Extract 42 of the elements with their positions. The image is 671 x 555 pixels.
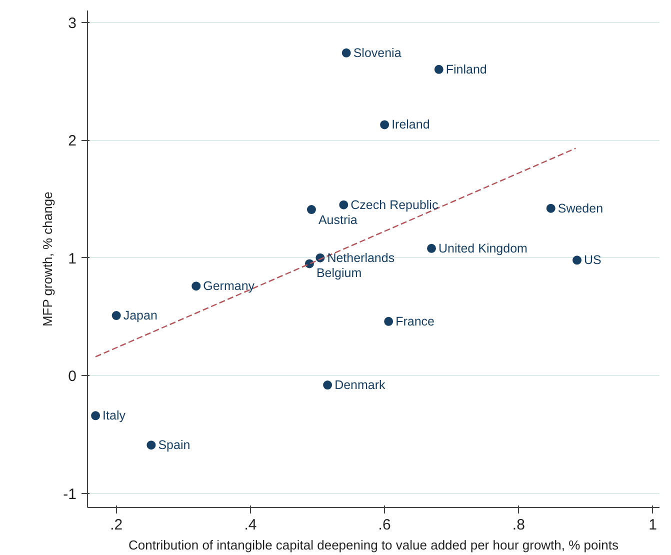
point: [546, 204, 556, 213]
annotation: US: [584, 253, 602, 268]
point: [323, 380, 332, 390]
point: [342, 48, 351, 58]
y-tick-label: 2: [68, 132, 76, 150]
x-tick-label: .6: [378, 516, 391, 534]
point: [146, 440, 156, 450]
y-tick-label: 3: [68, 14, 76, 32]
annotation: France: [396, 314, 435, 328]
y-axis-title: MFP growth, % change: [40, 192, 56, 327]
x-tick-label: .8: [512, 516, 525, 534]
point: [572, 256, 582, 265]
annotation: United Kingdom: [438, 241, 528, 256]
x-axis-title: Contribution of intangible capital deepening to value added per hour growth, % points: [128, 538, 619, 552]
point: [427, 244, 436, 253]
point: [112, 311, 121, 320]
annotation: Germany: [203, 279, 256, 294]
annotation: Italy: [102, 408, 126, 423]
point: [91, 411, 100, 420]
annotation: Czech Republic: [350, 198, 438, 212]
annotation: Austria: [318, 212, 358, 227]
point: [339, 200, 348, 210]
annotation: Denmark: [334, 378, 386, 392]
annotation: Belgium: [316, 266, 362, 280]
x-tick-label: .2: [110, 516, 123, 534]
point: [384, 316, 394, 326]
annotation: Slovenia: [353, 46, 402, 60]
point: [192, 282, 201, 291]
point: [434, 64, 444, 74]
point: [380, 120, 390, 130]
point: [306, 205, 316, 214]
x-tick-label: 1: [648, 516, 657, 534]
annotation: Finland: [446, 62, 487, 76]
x-tick-label: .4: [244, 516, 257, 534]
annotation: Japan: [123, 308, 158, 323]
y-tick-label: -1: [63, 486, 77, 503]
annotation: Ireland: [392, 118, 430, 132]
y-tick-label: 1: [68, 250, 76, 268]
y-tick-label: 0: [68, 368, 76, 386]
annotation: Spain: [158, 438, 190, 452]
annotation: Netherlands: [327, 250, 395, 265]
annotation: Sweden: [558, 201, 604, 216]
